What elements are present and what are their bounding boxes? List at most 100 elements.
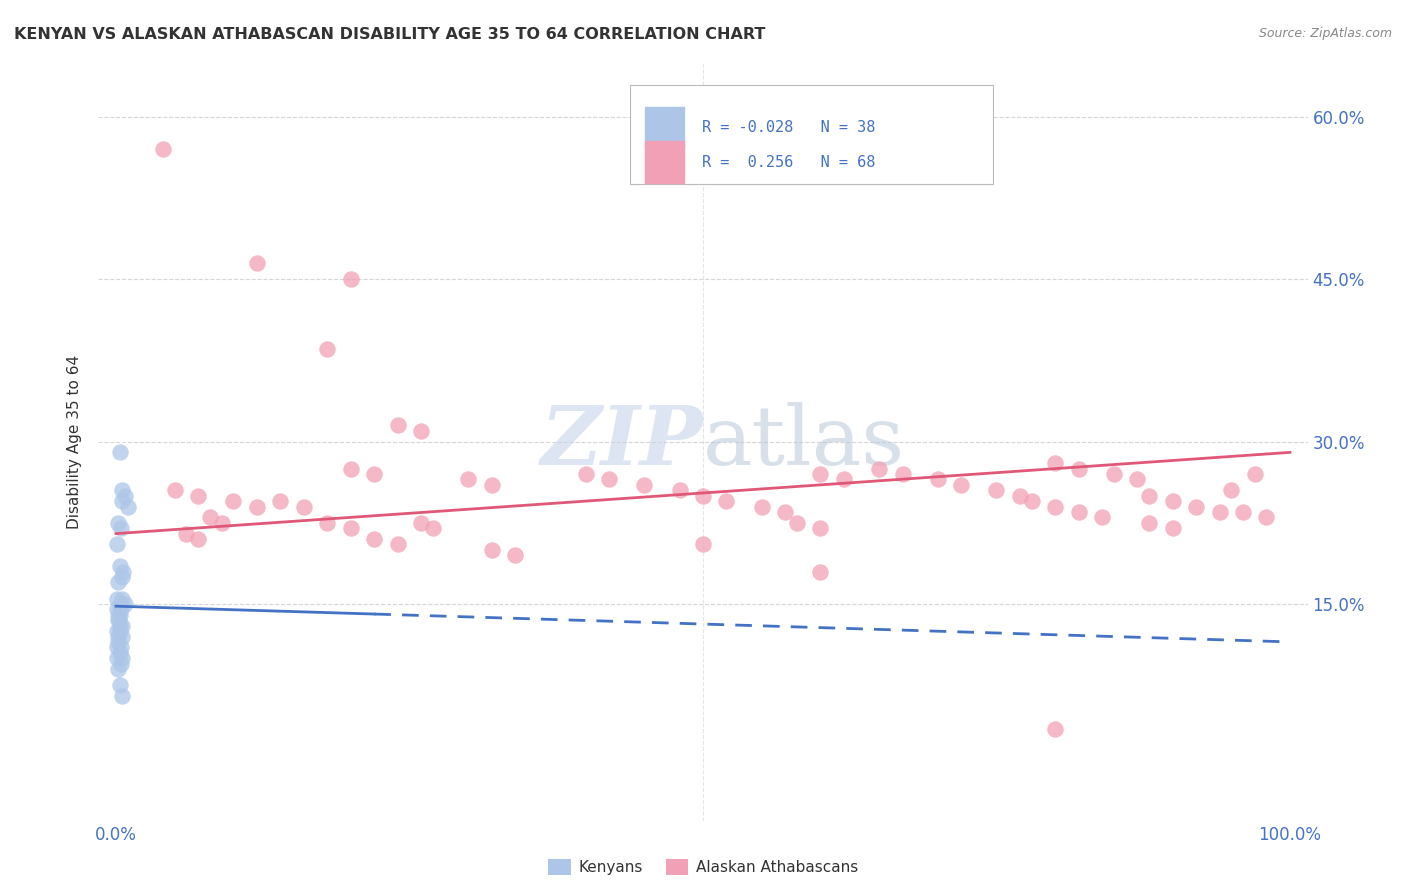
Point [108, 559, 131, 574]
Bar [645, 107, 683, 148]
Point [1126, 473, 1149, 487]
Text: ZIP: ZIP [540, 401, 703, 482]
Point [105, 651, 128, 665]
Point [503, 548, 526, 563]
Point [117, 500, 139, 514]
Point [187, 532, 209, 546]
Point [105, 624, 128, 639]
Point [198, 510, 221, 524]
Point [108, 678, 131, 692]
Point [1220, 483, 1243, 498]
Point [108, 646, 131, 660]
Point [575, 467, 598, 481]
Point [387, 418, 409, 433]
Point [340, 521, 363, 535]
Point [598, 473, 620, 487]
Point [716, 494, 738, 508]
Point [692, 489, 714, 503]
Point [111, 570, 134, 584]
Point [868, 461, 890, 475]
Point [107, 575, 129, 590]
Point [112, 565, 135, 579]
Point [108, 607, 131, 622]
Point [1256, 510, 1278, 524]
Point [292, 500, 315, 514]
Point [1043, 456, 1066, 470]
Point [163, 483, 186, 498]
Point [316, 516, 339, 530]
Text: Source: ZipAtlas.com: Source: ZipAtlas.com [1258, 27, 1392, 40]
Point [340, 461, 363, 475]
Point [114, 597, 136, 611]
Point [105, 537, 128, 551]
Point [481, 478, 503, 492]
Bar [645, 141, 683, 183]
Point [692, 537, 714, 551]
Legend: Kenyans, Alaskan Athabascans: Kenyans, Alaskan Athabascans [541, 853, 865, 881]
Point [832, 473, 855, 487]
Point [111, 651, 134, 665]
Point [668, 483, 690, 498]
Point [808, 467, 831, 481]
Point [363, 532, 385, 546]
Text: R = -0.028   N = 38: R = -0.028 N = 38 [702, 120, 875, 135]
Point [387, 537, 409, 551]
Point [110, 657, 132, 671]
Point [111, 483, 134, 498]
Point [316, 343, 339, 357]
Point [786, 516, 808, 530]
Point [1067, 505, 1090, 519]
Point [457, 473, 479, 487]
Point [1008, 489, 1031, 503]
Point [176, 526, 198, 541]
Point [411, 516, 433, 530]
Point [111, 494, 134, 508]
Point [1137, 516, 1160, 530]
Y-axis label: Disability Age 35 to 64: Disability Age 35 to 64 [67, 354, 83, 529]
Point [108, 597, 131, 611]
Point [1021, 494, 1043, 508]
Point [108, 618, 131, 632]
Point [1043, 500, 1066, 514]
Point [1137, 489, 1160, 503]
Point [269, 494, 291, 508]
Point [108, 445, 131, 459]
Point [808, 565, 831, 579]
Point [1102, 467, 1125, 481]
Point [773, 505, 796, 519]
Point [110, 602, 132, 616]
Point [111, 618, 134, 632]
Point [340, 272, 363, 286]
Point [1161, 494, 1184, 508]
Point [111, 689, 134, 703]
Text: atlas: atlas [703, 401, 905, 482]
Point [152, 142, 174, 156]
Point [110, 640, 132, 655]
Point [107, 662, 129, 676]
Point [481, 542, 503, 557]
Point [1161, 521, 1184, 535]
Point [950, 478, 973, 492]
Point [108, 613, 131, 627]
Point [891, 467, 914, 481]
Point [107, 635, 129, 649]
Point [246, 500, 269, 514]
Point [808, 521, 831, 535]
Point [105, 591, 128, 606]
Point [107, 630, 129, 644]
Point [633, 478, 655, 492]
Point [211, 516, 233, 530]
Text: KENYAN VS ALASKAN ATHABASCAN DISABILITY AGE 35 TO 64 CORRELATION CHART: KENYAN VS ALASKAN ATHABASCAN DISABILITY … [14, 27, 765, 42]
Point [411, 424, 433, 438]
Point [246, 256, 269, 270]
FancyBboxPatch shape [630, 85, 993, 184]
Point [108, 624, 131, 639]
Point [107, 607, 129, 622]
Point [1232, 505, 1254, 519]
Point [222, 494, 245, 508]
Point [1208, 505, 1230, 519]
Point [1067, 461, 1090, 475]
Point [1091, 510, 1114, 524]
Point [107, 613, 129, 627]
Point [114, 489, 136, 503]
